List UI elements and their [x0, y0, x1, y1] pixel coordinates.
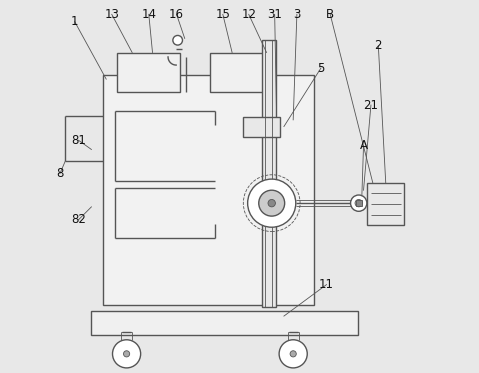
- Circle shape: [290, 351, 297, 357]
- Bar: [367, 183, 404, 225]
- Text: 16: 16: [169, 8, 184, 21]
- Bar: [103, 75, 314, 305]
- Circle shape: [124, 351, 130, 357]
- Text: 21: 21: [364, 98, 378, 112]
- Text: 11: 11: [319, 278, 334, 291]
- Text: 12: 12: [241, 8, 256, 21]
- Text: 81: 81: [71, 134, 86, 147]
- Text: 2: 2: [375, 39, 382, 52]
- Text: 82: 82: [71, 213, 86, 226]
- Bar: [254, 188, 283, 218]
- Text: A: A: [360, 139, 367, 152]
- Circle shape: [113, 340, 141, 368]
- Bar: [117, 53, 180, 92]
- Bar: [243, 117, 280, 137]
- Bar: [356, 200, 362, 206]
- Bar: [262, 40, 276, 307]
- Circle shape: [268, 200, 275, 207]
- Text: 1: 1: [71, 15, 79, 28]
- Bar: [210, 53, 267, 92]
- Bar: [91, 311, 358, 335]
- Text: B: B: [326, 8, 334, 21]
- Text: 14: 14: [141, 8, 156, 21]
- Text: 3: 3: [293, 8, 300, 21]
- Circle shape: [355, 200, 363, 207]
- Circle shape: [248, 179, 296, 227]
- Text: 8: 8: [56, 167, 64, 180]
- Circle shape: [351, 195, 367, 211]
- Text: 13: 13: [104, 8, 119, 21]
- Text: 15: 15: [216, 8, 230, 21]
- Text: 31: 31: [267, 8, 282, 21]
- Circle shape: [173, 35, 182, 45]
- Text: 5: 5: [317, 62, 325, 75]
- Circle shape: [259, 190, 285, 216]
- Circle shape: [279, 340, 307, 368]
